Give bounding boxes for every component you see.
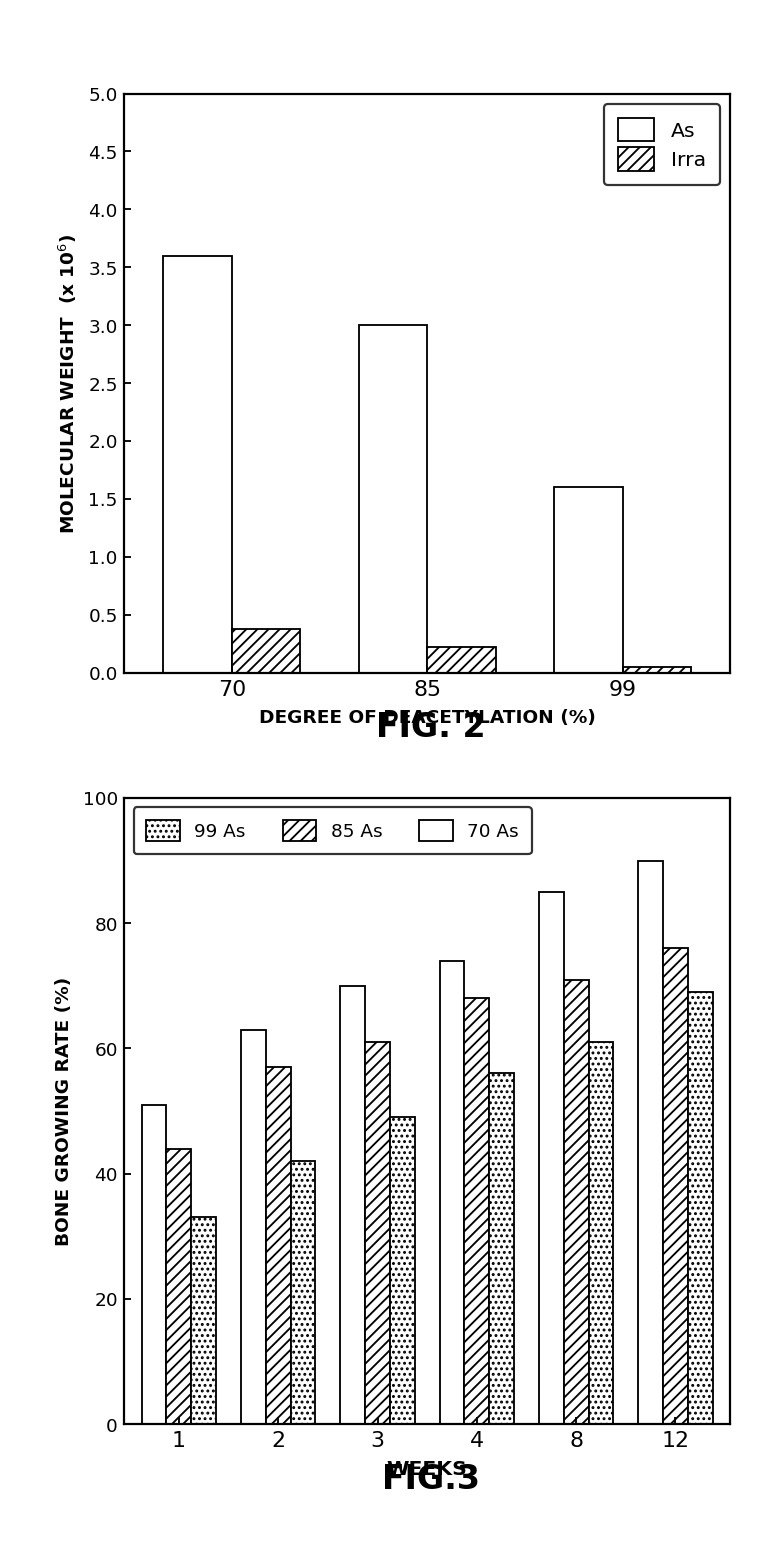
Bar <box>688 992 712 1424</box>
Bar <box>166 1149 191 1424</box>
Bar <box>191 1218 216 1424</box>
Bar <box>241 1030 265 1424</box>
Legend: As, Irra: As, Irra <box>603 103 719 186</box>
X-axis label: DEGREE OF DEACETYLATION (%): DEGREE OF DEACETYLATION (%) <box>258 709 595 726</box>
Text: FIG. 2: FIG. 2 <box>376 711 486 745</box>
Y-axis label: MOLECULAR WEIGHT  (x 10$^6$): MOLECULAR WEIGHT (x 10$^6$) <box>57 233 79 534</box>
X-axis label: WEEKS: WEEKS <box>386 1460 467 1479</box>
Legend: 99 As, 85 As, 70 As: 99 As, 85 As, 70 As <box>133 808 532 854</box>
Bar <box>464 998 489 1424</box>
Bar <box>231 629 300 673</box>
Bar <box>359 326 427 673</box>
Bar <box>588 1042 613 1424</box>
Bar <box>365 1042 390 1424</box>
Bar <box>439 961 464 1424</box>
Bar <box>622 667 691 673</box>
Bar <box>563 980 588 1424</box>
Bar <box>638 861 663 1424</box>
Bar <box>489 1074 514 1424</box>
Bar <box>265 1067 290 1424</box>
Bar <box>290 1161 315 1424</box>
Bar <box>163 257 231 673</box>
Bar <box>340 986 365 1424</box>
Bar <box>141 1105 166 1424</box>
Bar <box>390 1117 414 1424</box>
Y-axis label: BONE GROWING RATE (%): BONE GROWING RATE (%) <box>55 977 73 1246</box>
Bar <box>427 648 495 673</box>
Bar <box>539 892 563 1424</box>
Bar <box>663 948 688 1424</box>
Text: FIG.3: FIG.3 <box>382 1462 480 1496</box>
Bar <box>554 488 622 673</box>
